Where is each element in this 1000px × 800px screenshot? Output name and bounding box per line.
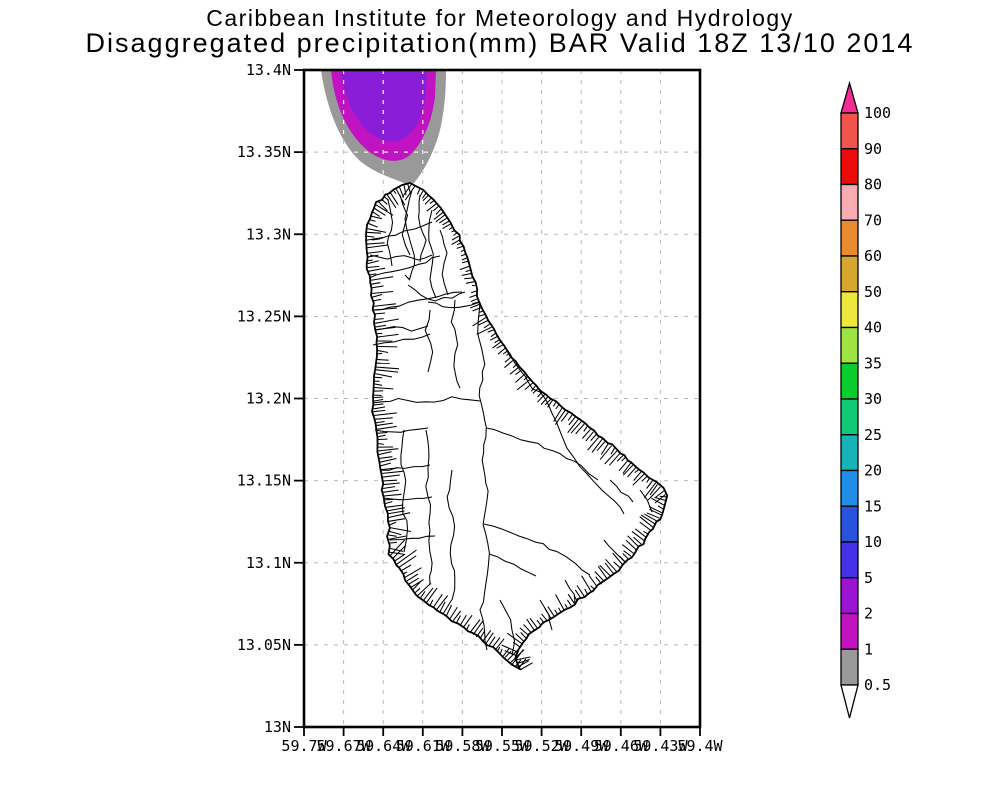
colorbar-label: 30	[864, 390, 882, 408]
colorbar-segment	[840, 148, 859, 186]
colorbar-segment	[840, 398, 859, 436]
colorbar-segment	[840, 541, 859, 579]
lat-tick-label: 13.3N	[246, 225, 291, 243]
colorbar-segment	[840, 255, 859, 293]
colorbar-label: 2	[864, 605, 873, 623]
barbados-island	[365, 182, 669, 671]
lon-tick-label: 59.52W	[515, 737, 570, 755]
precip-shading	[321, 70, 446, 185]
colorbar-segment	[840, 362, 859, 400]
coast-gully-hatching	[365, 183, 668, 671]
colorbar-label: 5	[864, 569, 873, 587]
lon-tick-label: 59.64W	[356, 737, 411, 755]
colorbar-label: 15	[864, 497, 882, 515]
lat-axis-labels: 13.4N 13.35N 13.3N 13.25N 13.2N 13.15N 13.1N 13…	[237, 61, 291, 736]
colorbar-label: 0.5	[864, 676, 891, 694]
lat-tick-label: 13.1N	[246, 554, 291, 572]
watershed-boundaries	[368, 189, 653, 656]
lat-tick-label: 13.25N	[237, 307, 291, 325]
lon-tick-label: 59.46W	[594, 737, 649, 755]
colorbar-segment	[840, 505, 859, 543]
lon-tick-label: 59.7W	[281, 737, 327, 755]
colorbar-arrow-bottom	[840, 684, 859, 719]
lat-tick-label: 13.05N	[237, 636, 291, 654]
axis-tick-marks	[294, 69, 701, 736]
colorbar-label: 70	[864, 211, 882, 229]
precip-colorbar: 100 90 80 70 60 50 40 35 30 25 20 15 10 5 2 1 0.5	[840, 80, 891, 719]
colorbar-label: 80	[864, 176, 882, 194]
lon-tick-label: 59.43W	[633, 737, 688, 755]
lat-tick-label: 13.2N	[246, 390, 291, 408]
lat-tick-label: 13.35N	[237, 143, 291, 161]
colorbar-arrow-top	[840, 80, 859, 114]
lon-tick-label: 59.58W	[435, 737, 490, 755]
colorbar-segment	[840, 577, 859, 615]
colorbar-segment	[840, 469, 859, 507]
colorbar-segment	[840, 112, 859, 150]
colorbar-label: 35	[864, 354, 882, 372]
colorbar-segment	[840, 326, 859, 364]
colorbar-segment	[840, 612, 859, 650]
colorbar-label: 25	[864, 426, 882, 444]
lat-tick-label: 13.15N	[237, 472, 291, 490]
lon-tick-label: 59.55W	[475, 737, 530, 755]
precip-contour-2mm	[341, 70, 427, 142]
island-coastline	[365, 182, 669, 670]
colorbar-label: 100	[864, 104, 891, 122]
colorbar-label: 60	[864, 247, 882, 265]
colorbar-segment	[840, 291, 859, 329]
lat-tick-label: 13.4N	[246, 61, 291, 79]
colorbar-label: 1	[864, 640, 873, 658]
lon-axis-labels: 59.7W59.67W59.64W59.61W59.58W59.55W59.52…	[281, 737, 723, 755]
colorbar-label: 50	[864, 283, 882, 301]
colorbar-label: 90	[864, 140, 882, 158]
colorbar-segment	[840, 183, 859, 221]
colorbar-label: 20	[864, 462, 882, 480]
colorbar-segment	[840, 648, 859, 686]
colorbar-segment	[840, 219, 859, 257]
lon-tick-label: 59.4W	[677, 737, 723, 755]
colorbar-label: 10	[864, 533, 882, 551]
lat-tick-label: 13N	[264, 718, 291, 736]
page-title-institution: Caribbean Institute for Meteorology and …	[206, 5, 794, 31]
lon-tick-label: 59.49W	[554, 737, 609, 755]
lon-tick-label: 59.67W	[317, 737, 372, 755]
colorbar-segment	[840, 434, 859, 472]
colorbar-label: 40	[864, 319, 882, 337]
lon-tick-label: 59.61W	[396, 737, 451, 755]
page-title-product: Disaggregated precipitation(mm) BAR Vali…	[85, 28, 915, 58]
